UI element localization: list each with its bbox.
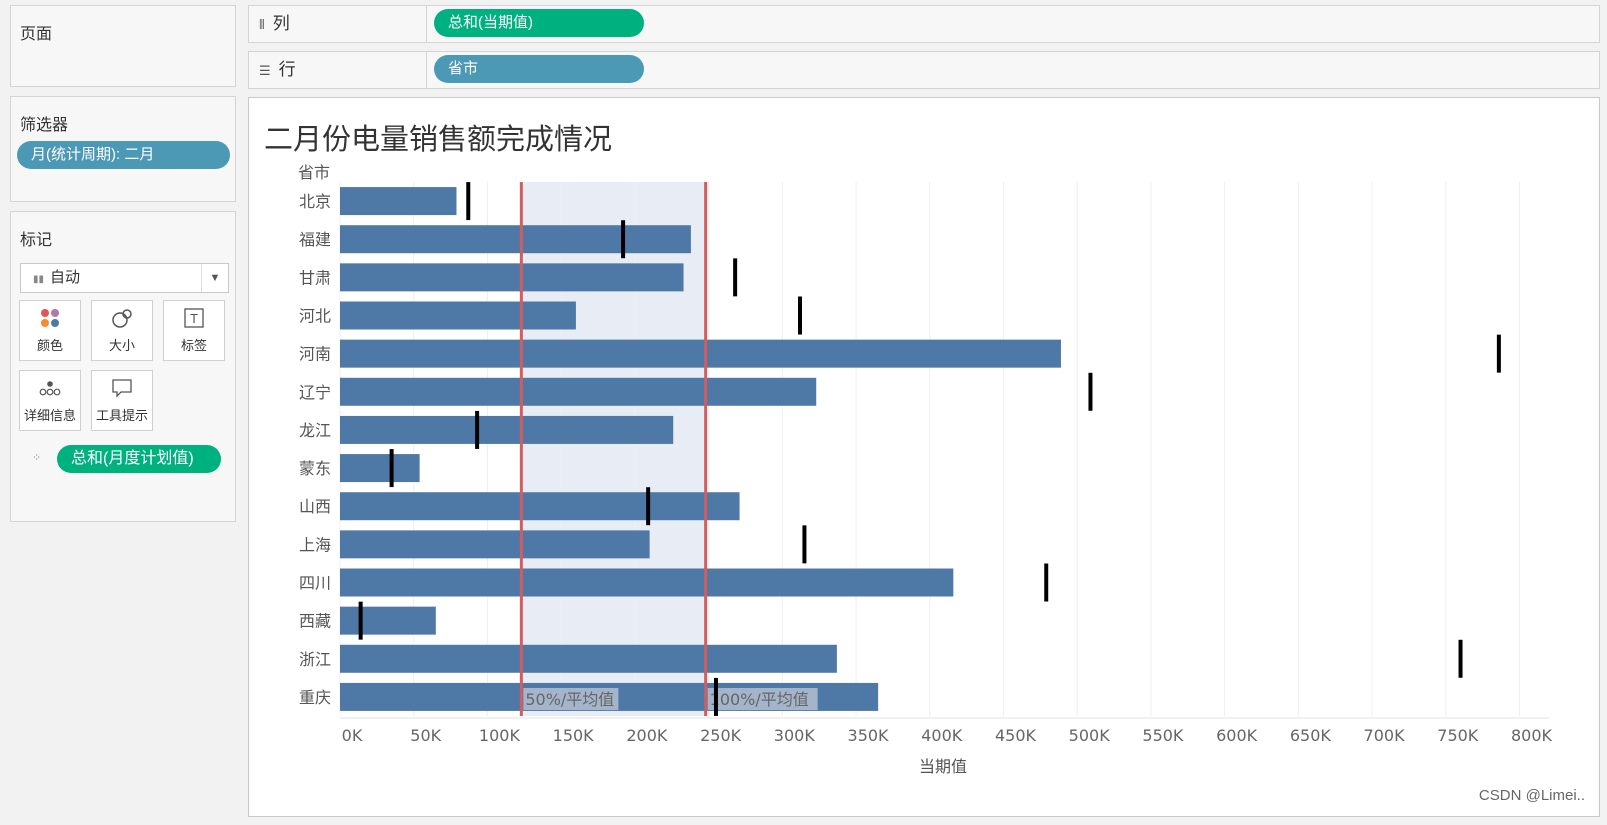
marks-label-button[interactable]: T 标签 [163,300,225,361]
mark-type-value: 自动 [50,269,81,286]
x-tick-label: 800K [1511,726,1553,745]
bar[interactable] [340,187,457,216]
category-label: 四川 [299,574,331,593]
marks-detail-pill[interactable]: 总和(月度计划值) [57,445,221,473]
reference-label-bg [523,688,619,710]
bar[interactable] [340,606,436,635]
marks-size-label: 大小 [108,338,135,353]
x-tick-label: 500K [1069,726,1111,745]
svg-text:T: T [189,312,198,326]
reference-label: 50%/平均值 [525,690,614,709]
rows-shelf-label: 行 [278,60,296,79]
bar[interactable] [340,301,576,330]
mark-type-dropdown[interactable]: ▮▮ 自动 ▼ [20,263,229,293]
category-label: 龙江 [299,421,331,440]
label-icon: T [164,301,224,335]
bar[interactable] [340,530,650,559]
rows-icon: ☰ [259,63,271,78]
reference-band [521,182,706,716]
category-label: 重庆 [299,688,331,707]
x-tick-label: 600K [1216,726,1258,745]
category-label: 甘肃 [299,268,331,287]
marks-size-button[interactable]: 大小 [91,300,153,361]
columns-shelf-label-box: ⦀ 列 [249,6,427,42]
bar[interactable] [340,225,691,254]
watermark: CSDN @Limei.. [1478,787,1585,804]
detail-field-icon: ⁘ [32,452,42,464]
x-tick-label: 150K [553,726,595,745]
viz-area: 二月份电量销售额完成情况 省市北京福建甘肃河北河南辽宁龙江蒙东山西上海四川西藏浙… [248,97,1600,817]
bar[interactable] [340,377,817,406]
category-label: 辽宁 [299,383,331,402]
category-label: 山西 [299,497,331,516]
reference-label: 100%/平均值 [710,690,809,709]
bar[interactable] [340,644,837,673]
chart-title: 二月份电量销售额完成情况 [264,122,613,156]
marks-label-label: 标签 [180,338,207,353]
marks-color-button[interactable]: 颜色 [19,300,81,361]
bar[interactable] [340,263,684,292]
x-tick-label: 300K [774,726,816,745]
pages-title: 页面 [20,26,53,43]
category-label: 北京 [299,192,331,211]
row-header: 省市 [298,163,330,182]
filter-pill-month[interactable]: 月(统计周期): 二月 [17,141,230,169]
bar[interactable] [340,568,954,597]
chevron-down-icon[interactable]: ▼ [201,264,228,292]
x-tick-label: 400K [921,726,963,745]
marks-color-label: 颜色 [36,338,63,353]
x-tick-label: 700K [1364,726,1406,745]
marks-tooltip-label: 工具提示 [95,408,148,423]
x-axis-title: 当期值 [919,757,967,776]
bar[interactable] [340,492,740,521]
category-label: 上海 [299,535,331,554]
bar[interactable] [340,339,1061,368]
marks-tooltip-button[interactable]: 工具提示 [91,370,153,431]
bar[interactable] [340,415,674,444]
rows-shelf: ☰ 行 省市 [248,51,1600,89]
x-tick-label: 750K [1437,726,1479,745]
x-tick-label: 550K [1142,726,1184,745]
x-tick-label: 50K [410,726,441,745]
filters-card: 筛选器 月(统计周期): 二月 [10,96,236,202]
columns-shelf: ⦀ 列 总和(当期值) [248,5,1600,43]
size-icon [92,301,152,335]
marks-title: 标记 [20,232,53,249]
color-icon [20,301,80,335]
x-tick-label: 200K [626,726,668,745]
x-tick-label: 100K [479,726,521,745]
x-tick-label: 350K [848,726,890,745]
marks-card: 标记 ▮▮ 自动 ▼ 颜色 大小 T 标签 详细信息 工具提示 ⁘ 总和(月度计划… [10,211,236,522]
rows-shelf-label-box: ☰ 行 [249,52,427,88]
columns-icon: ⦀ [259,17,265,32]
columns-shelf-label: 列 [272,14,290,33]
x-tick-label: 450K [995,726,1037,745]
filters-title: 筛选器 [20,117,69,134]
category-label: 西藏 [299,612,331,631]
x-tick-label: 250K [700,726,742,745]
pages-card: 页面 [10,5,236,87]
tooltip-icon [92,371,152,405]
category-label: 河北 [299,307,331,326]
category-label: 浙江 [299,650,331,669]
rows-pill[interactable]: 省市 [434,55,644,83]
bar-chart-icon: ▮▮ [33,274,45,285]
reference-label-bg [707,688,818,710]
category-label: 河南 [299,345,331,364]
category-label: 福建 [299,230,331,249]
detail-icon [20,371,80,405]
columns-pill[interactable]: 总和(当期值) [434,9,644,37]
category-label: 蒙东 [299,459,331,478]
marks-detail-button[interactable]: 详细信息 [19,370,81,431]
marks-detail-label: 详细信息 [23,408,76,423]
bar[interactable] [340,454,420,483]
x-tick-label: 0K [342,726,363,745]
x-tick-label: 650K [1290,726,1332,745]
